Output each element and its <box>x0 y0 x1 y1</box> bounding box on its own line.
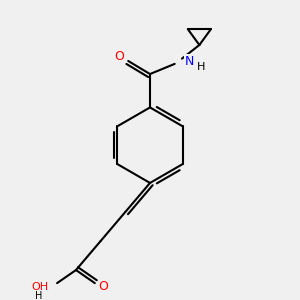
Text: H: H <box>196 62 205 72</box>
Text: H: H <box>34 291 42 300</box>
Text: OH: OH <box>31 282 48 292</box>
Text: O: O <box>114 50 124 63</box>
Text: O: O <box>99 280 109 292</box>
Text: N: N <box>184 55 194 68</box>
